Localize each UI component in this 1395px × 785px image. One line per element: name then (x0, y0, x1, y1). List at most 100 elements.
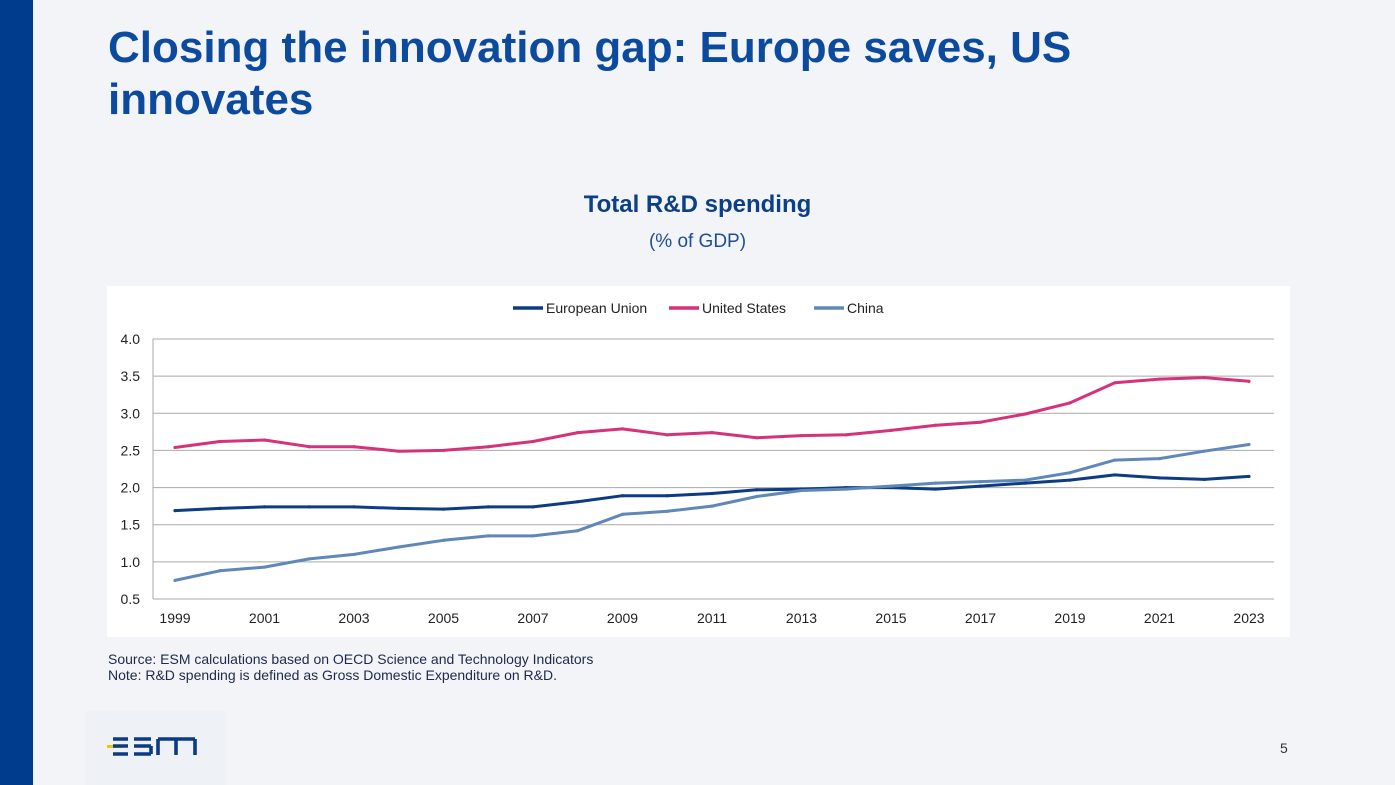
x-tick-label: 2011 (697, 610, 727, 626)
data-point-european-union (978, 484, 983, 488)
x-tick-label: 2003 (338, 610, 369, 626)
data-point-china (1202, 449, 1206, 453)
data-point-united-states (486, 445, 490, 449)
data-point-european-union (934, 487, 938, 491)
data-point-united-states (844, 433, 848, 437)
x-tick-label: 1999 (159, 610, 190, 626)
x-tick-label: 2015 (875, 610, 906, 626)
data-point-european-union (1023, 481, 1027, 485)
data-point-china (620, 512, 625, 516)
data-point-united-states (307, 445, 311, 449)
data-point-china (397, 545, 401, 549)
data-point-united-states (1157, 377, 1162, 381)
data-point-china (486, 534, 490, 538)
data-point-united-states (889, 428, 893, 432)
source-note: Source: ESM calculations based on OECD S… (108, 651, 594, 667)
data-point-european-union (262, 505, 267, 509)
y-tick-label: 2.5 (121, 442, 141, 458)
slide-title: Closing the innovation gap: Europe saves… (108, 23, 1072, 124)
chart-panel: 0.5 1.0 1.5 2.0 2.5 3.0 3.5 4.0 1999 2001 2003 2005… (107, 286, 1290, 637)
data-point-united-states (531, 439, 535, 444)
data-point-european-union (1157, 476, 1162, 480)
data-point-china (352, 552, 356, 557)
chart-title: Total R&D spending (583, 191, 812, 218)
data-point-united-states (665, 433, 669, 437)
data-point-china (262, 565, 267, 569)
legend-label-china: China (847, 300, 884, 316)
data-point-european-union (1113, 473, 1117, 477)
x-tick-label: 2023 (1233, 610, 1264, 626)
data-point-china (710, 504, 714, 508)
data-point-united-states (1113, 381, 1117, 385)
data-point-european-union (307, 505, 311, 509)
data-point-european-union (531, 505, 535, 509)
y-tick-label: 3.0 (121, 405, 141, 421)
x-tick-label: 2013 (786, 610, 817, 626)
x-tick-label: 2009 (607, 610, 638, 626)
x-tick-label: 2019 (1054, 610, 1085, 626)
brand-side-bar (0, 0, 33, 785)
y-tick-label: 4.0 (121, 331, 141, 347)
data-point-european-union (441, 507, 446, 511)
data-point-united-states (934, 423, 938, 427)
data-point-united-states (799, 433, 804, 438)
page-number: 5 (1280, 740, 1288, 756)
chart-notes: Source: ESM calculations based on OECD S… (108, 651, 593, 683)
data-point-china (844, 487, 848, 491)
data-point-china (799, 488, 804, 493)
y-tick-label: 3.5 (121, 368, 141, 384)
x-tick-label: 2005 (428, 610, 459, 626)
data-point-european-union (576, 500, 580, 504)
data-point-european-union (1247, 474, 1251, 479)
data-point-united-states (173, 445, 177, 450)
data-point-european-union (218, 506, 222, 510)
data-point-china (1068, 471, 1072, 475)
data-point-china (531, 534, 535, 538)
esm-logo (107, 737, 197, 756)
data-point-china (755, 494, 759, 499)
data-point-united-states (576, 431, 580, 435)
data-point-united-states (218, 439, 222, 444)
data-point-united-states (262, 438, 267, 442)
data-point-european-union (397, 506, 401, 510)
data-point-united-states (441, 448, 446, 453)
data-point-united-states (1068, 401, 1072, 405)
data-point-china (934, 481, 938, 485)
y-tick-label: 1.5 (121, 517, 141, 533)
legend-label-european-union: European Union (546, 300, 647, 316)
data-point-united-states (620, 427, 625, 431)
data-point-european-union (1202, 477, 1206, 481)
data-point-china (665, 509, 669, 513)
data-point-united-states (755, 436, 759, 440)
series-line-china (174, 443, 1250, 582)
data-point-european-union (710, 491, 714, 496)
x-tick-label: 2021 (1144, 610, 1175, 626)
data-point-european-union (173, 509, 177, 513)
data-point-european-union (1068, 478, 1072, 482)
data-point-european-union (620, 494, 625, 498)
data-point-china (1247, 442, 1251, 447)
data-point-european-union (352, 505, 356, 509)
data-point-united-states (710, 431, 714, 435)
data-point-european-union (486, 505, 490, 509)
y-tick-label: 0.5 (121, 591, 141, 607)
data-point-china (1023, 478, 1027, 482)
data-point-china (576, 529, 580, 533)
data-point-european-union (755, 488, 759, 492)
data-point-china (173, 578, 177, 583)
data-point-united-states (1023, 412, 1027, 416)
y-tick-label: 2.0 (121, 480, 141, 496)
data-point-china (978, 480, 983, 484)
x-tick-label: 2017 (965, 610, 996, 626)
data-point-european-union (665, 494, 669, 498)
data-point-china (307, 557, 311, 561)
data-point-china (218, 569, 222, 573)
line-chart: 0.5 1.0 1.5 2.0 2.5 3.0 3.5 4.0 1999 2001 2003 2005… (121, 300, 1274, 626)
data-point-china (441, 538, 446, 542)
data-point-united-states (1247, 379, 1251, 383)
data-point-united-states (352, 445, 356, 449)
x-tick-label: 2007 (517, 610, 548, 626)
y-tick-label: 1.0 (121, 554, 141, 570)
data-point-united-states (397, 449, 401, 453)
legend-label-united-states: United States (702, 300, 786, 316)
